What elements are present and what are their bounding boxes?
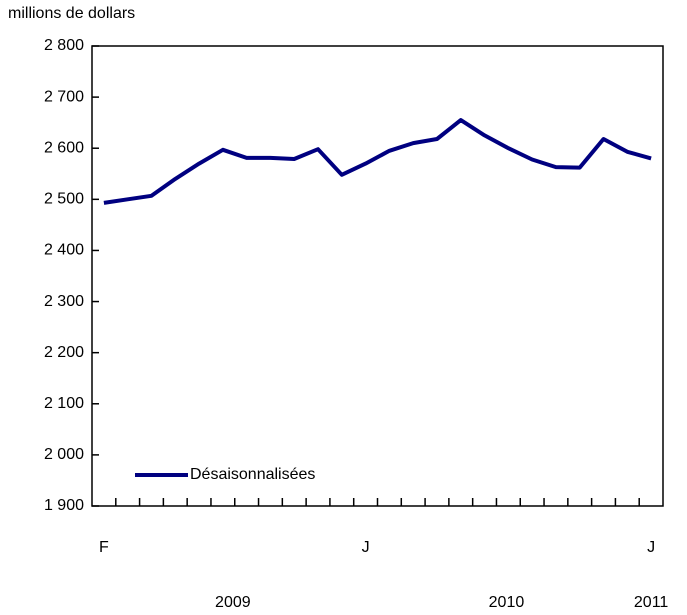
series-line xyxy=(103,118,652,205)
year-label: 2009 xyxy=(215,594,251,611)
y-tick-label: 2 300 xyxy=(44,293,84,310)
year-label: 2010 xyxy=(489,594,525,611)
y-tick-label: 1 900 xyxy=(44,497,84,514)
x-tick-label: F xyxy=(99,539,109,556)
y-tick-label: 2 100 xyxy=(44,395,84,412)
legend-label: Désaisonnalisées xyxy=(190,466,315,483)
y-tick-label: 2 000 xyxy=(44,446,84,463)
y-axis-label: millions de dollars xyxy=(8,5,135,22)
plot-frame xyxy=(91,45,664,507)
y-tick-label: 2 200 xyxy=(44,344,84,361)
year-label: 2011 xyxy=(634,594,669,611)
y-tick-label: 2 500 xyxy=(44,191,84,208)
y-tick-label: 2 400 xyxy=(44,242,84,259)
x-tick-label: J xyxy=(362,539,370,556)
y-tick-label: 2 600 xyxy=(44,139,84,156)
x-tick-label: J xyxy=(647,539,655,556)
y-tick-label: 2 700 xyxy=(44,88,84,105)
y-tick-label: 2 800 xyxy=(44,37,84,54)
